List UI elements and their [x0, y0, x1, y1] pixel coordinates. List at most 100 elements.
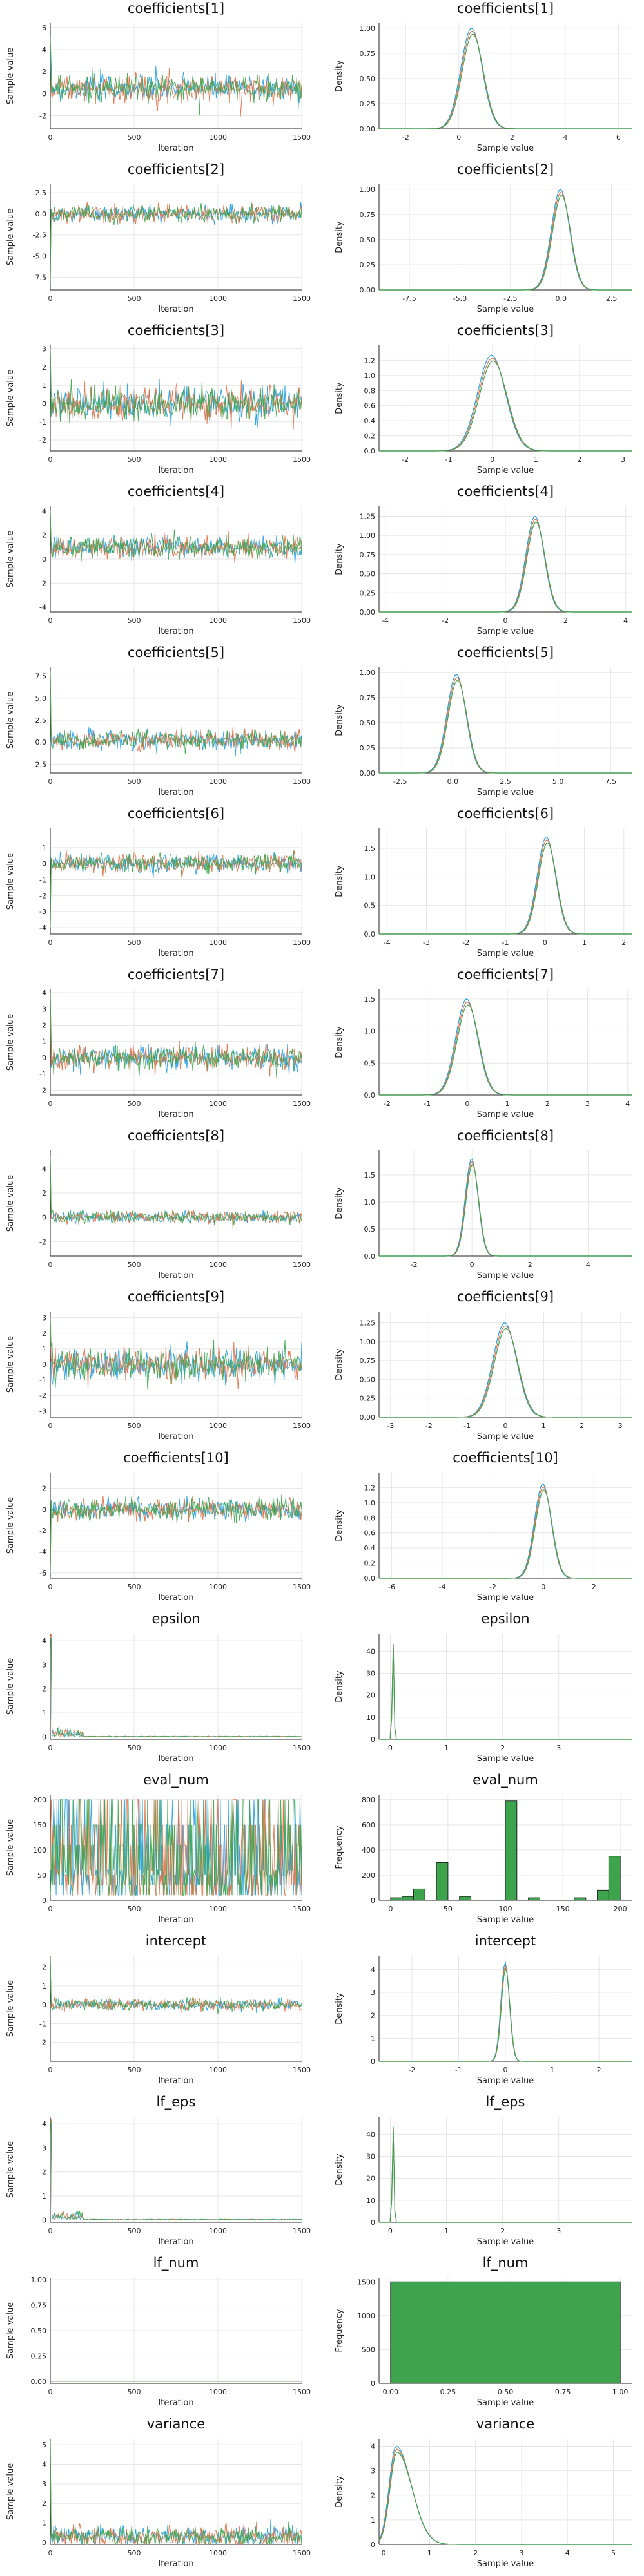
x-tick-label: -4 [382, 616, 389, 625]
x-tick-label: 1500 [293, 2227, 311, 2235]
x-axis-label: Sample value [477, 144, 534, 153]
y-tick-label: 800 [362, 1796, 375, 1804]
histogram-bar [402, 1896, 414, 1901]
x-tick-label: 500 [128, 1744, 141, 1752]
y-tick-label: 4 [371, 2442, 375, 2450]
y-tick-label: 0.6 [364, 402, 376, 410]
chain-2-density-line [379, 1645, 632, 1740]
chain-1-trace-line [50, 511, 302, 564]
y-tick-label: 0.0 [35, 738, 47, 747]
chain-1-density-line [379, 1643, 632, 1740]
chain-3-trace-line [50, 348, 302, 423]
x-tick-label: -3 [387, 1422, 394, 1430]
x-tick-label: 500 [128, 455, 141, 464]
y-tick-label: 3 [42, 345, 46, 354]
y-tick-label: 3 [42, 2480, 46, 2488]
panel-title: variance [147, 2416, 205, 2432]
chain-3-density-line [379, 360, 632, 452]
y-tick-label: 4 [42, 46, 46, 54]
panel-title: coefficients[8] [457, 1128, 554, 1143]
y-axis-label: Sample value [6, 853, 15, 910]
y-tick-label: 10 [366, 2197, 375, 2205]
y-tick-label: 2 [42, 1022, 46, 1030]
x-tick-label: 2 [621, 939, 626, 947]
x-tick-label: 4 [586, 1261, 590, 1269]
panel-title: coefficients[7] [128, 967, 224, 982]
y-tick-label: 4 [42, 1637, 46, 1645]
x-tick-label: 500 [128, 1261, 141, 1269]
y-tick-label: 0.50 [360, 1375, 376, 1384]
x-tick-label: -2 [489, 1583, 496, 1591]
x-tick-label: 1 [542, 1422, 546, 1430]
y-axis-label: Sample value [6, 370, 15, 426]
y-axis-label: Sample value [6, 1980, 15, 2037]
chain-1-density-line [379, 354, 632, 452]
x-axis-label: Sample value [477, 1754, 534, 1764]
x-axis-label: Iteration [158, 2237, 193, 2247]
x-tick-label: -2 [442, 616, 449, 625]
x-tick-label: 50 [444, 1905, 453, 1913]
y-tick-label: -2 [39, 579, 46, 587]
y-tick-label: 0.00 [360, 608, 376, 616]
panel-title: coefficients[9] [128, 1289, 224, 1304]
x-tick-label: 3 [621, 455, 625, 464]
x-tick-label: 0 [503, 2066, 508, 2074]
x-tick-label: 500 [128, 2549, 141, 2557]
x-tick-label: 2 [597, 2066, 601, 2074]
y-tick-label: 0 [371, 1735, 375, 1744]
chain-3-trace-line [50, 1637, 302, 1738]
x-axis-label: Sample value [477, 1432, 534, 1442]
chain-2-trace-line [50, 38, 302, 117]
x-tick-label: -4 [384, 939, 391, 947]
x-tick-label: 3 [556, 2227, 561, 2235]
x-tick-label: -7.5 [402, 294, 416, 303]
trace-panel: coefficients[3] 0 500 1000 1500 -2 -1 0 1 2 3 Itera… [6, 323, 311, 475]
y-tick-label: 10 [366, 1713, 375, 1722]
x-tick-label: 5.0 [552, 778, 564, 786]
trace-panel: coefficients[8] 0 500 1000 1500 -2 0 2 4 Iteratio… [6, 1128, 311, 1281]
histogram-bar [597, 1889, 609, 1901]
chain-3-trace-line [50, 992, 302, 1078]
x-tick-label: 0 [48, 1744, 53, 1752]
y-axis-label: Density [335, 382, 344, 414]
y-tick-label: 1.25 [360, 512, 376, 520]
chain-3-trace-line [50, 38, 302, 115]
y-tick-label: 2 [42, 68, 46, 76]
y-axis-label: Sample value [6, 1819, 15, 1876]
y-tick-label: 0.00 [360, 125, 376, 133]
chain-1-trace-line [50, 2121, 302, 2221]
x-tick-label: 1500 [293, 1422, 311, 1430]
x-tick-label: 3 [556, 1744, 561, 1752]
panel-title: epsilon [151, 1611, 200, 1627]
y-tick-label: 4 [42, 989, 46, 997]
panel-title: intercept [146, 1933, 207, 1949]
y-tick-label: 1 [42, 1982, 46, 1990]
panel-title: coefficients[1] [128, 1, 224, 16]
y-tick-label: 0.0 [364, 1091, 376, 1100]
panel-title: coefficients[6] [457, 806, 554, 821]
x-tick-label: 0.0 [447, 778, 459, 786]
x-tick-label: 5 [611, 2549, 616, 2557]
trace-panel: eval_num 0 500 1000 1500 0 50 100 150 200 Iteratio… [6, 1772, 311, 1925]
trace-panel: coefficients[4] 0 500 1000 1500 -4 -2 0 2 4 Iterat… [6, 484, 311, 636]
x-tick-label: 150 [556, 1905, 570, 1913]
x-tick-label: -2 [462, 939, 469, 947]
x-tick-label: 2 [563, 616, 568, 625]
y-tick-label: 3 [42, 1314, 46, 1322]
x-tick-label: -1 [445, 455, 453, 464]
y-axis-label: Sample value [6, 1497, 15, 1554]
x-tick-label: -2 [402, 455, 409, 464]
y-tick-label: 0 [42, 90, 46, 98]
x-tick-label: 1 [444, 2227, 449, 2235]
y-axis-label: Sample value [6, 1014, 15, 1071]
x-tick-label: 1000 [209, 1905, 227, 1913]
y-tick-label: 0 [42, 555, 46, 564]
panel-title: coefficients[3] [457, 323, 554, 338]
y-tick-label: 0 [42, 1733, 46, 1741]
y-tick-label: 50 [37, 1871, 46, 1880]
y-tick-label: 0.5 [364, 902, 376, 910]
y-tick-label: -1 [39, 418, 46, 426]
density-panel: coefficients[8] -2 0 2 4 0.0 0.5 1.0 1.5 Sample v… [335, 1128, 632, 1281]
chain-3-density-line [379, 1163, 632, 1257]
